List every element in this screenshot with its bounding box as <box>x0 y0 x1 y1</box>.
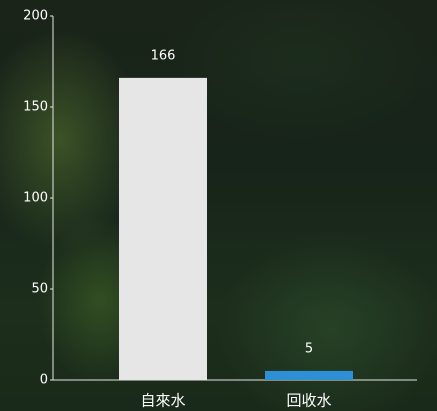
y-tick-label: 0 <box>40 373 48 388</box>
y-tick-label: 100 <box>23 191 48 206</box>
y-tick-label: 200 <box>23 9 48 24</box>
bar <box>119 77 207 380</box>
value-label: 5 <box>305 341 313 356</box>
bar <box>265 370 353 380</box>
value-label: 166 <box>151 48 176 63</box>
y-tick-label: 150 <box>23 100 48 115</box>
x-tick-label: 自來水 <box>140 392 185 410</box>
y-tick-label: 50 <box>31 282 48 297</box>
x-tick-label: 回收水 <box>286 392 331 410</box>
